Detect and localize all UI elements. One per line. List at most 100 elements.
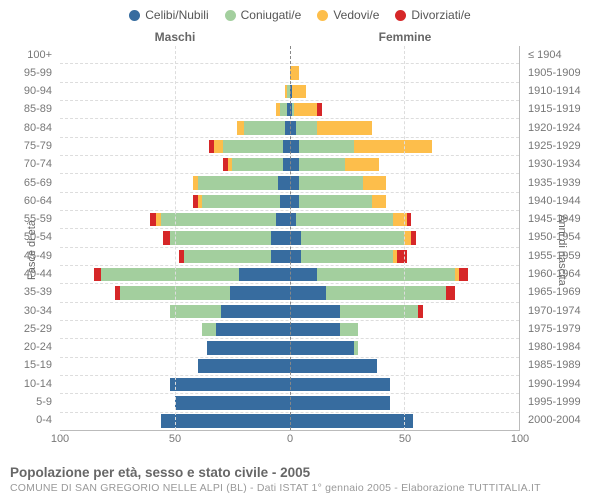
segment-c <box>283 158 290 172</box>
segment-co <box>317 268 455 282</box>
segment-c <box>230 286 290 300</box>
segment-co <box>326 286 445 300</box>
segment-c <box>290 176 299 190</box>
segment-v <box>354 140 432 154</box>
segment-c <box>290 286 327 300</box>
age-label: 55-59 <box>0 211 56 229</box>
x-tick-label: 50 <box>399 433 411 445</box>
segment-co <box>340 323 358 337</box>
segment-c <box>283 140 290 154</box>
segment-co <box>244 121 285 135</box>
segment-co <box>184 250 271 264</box>
segment-co <box>296 213 392 227</box>
legend-label: Divorziati/e <box>411 8 470 22</box>
segment-co <box>301 250 393 264</box>
segment-c <box>290 231 301 245</box>
segment-c <box>290 396 391 410</box>
birth-year-label: 1995-1999 <box>524 393 600 411</box>
birth-year-label: 1915-1919 <box>524 101 600 119</box>
segment-co <box>280 103 287 117</box>
legend-swatch <box>129 10 140 21</box>
x-axis: 10050050100 <box>60 430 520 448</box>
birth-year-label: 1925-1929 <box>524 137 600 155</box>
label-male: Maschi <box>60 30 290 44</box>
segment-co <box>299 158 345 172</box>
segment-d <box>446 286 455 300</box>
birth-year-label: 1935-1939 <box>524 174 600 192</box>
segment-c <box>170 378 289 392</box>
segment-v <box>404 231 411 245</box>
x-tick-label: 50 <box>169 433 181 445</box>
age-label: 85-89 <box>0 101 56 119</box>
segment-c <box>290 414 414 428</box>
birth-year-label: 1955-1959 <box>524 247 600 265</box>
age-label: 10-14 <box>0 375 56 393</box>
chart-subtitle: COMUNE DI SAN GREGORIO NELLE ALPI (BL) -… <box>10 482 590 494</box>
segment-v <box>214 140 223 154</box>
segment-c <box>290 158 299 172</box>
segment-v <box>345 158 379 172</box>
segment-co <box>170 231 271 245</box>
segment-c <box>207 341 290 355</box>
segment-co <box>202 195 280 209</box>
legend-item: Vedovi/e <box>317 8 379 22</box>
legend-item: Celibi/Nubili <box>129 8 208 22</box>
legend-item: Coniugati/e <box>225 8 302 22</box>
segment-d <box>317 103 322 117</box>
segment-c <box>290 195 299 209</box>
segment-c <box>290 213 297 227</box>
age-label: 40-44 <box>0 265 56 283</box>
legend-swatch <box>225 10 236 21</box>
segment-c <box>239 268 289 282</box>
segment-c <box>276 213 290 227</box>
age-label: 15-19 <box>0 357 56 375</box>
age-label: 35-39 <box>0 284 56 302</box>
age-label: 25-29 <box>0 320 56 338</box>
segment-v <box>372 195 386 209</box>
segment-v <box>294 103 317 117</box>
segment-c <box>290 323 340 337</box>
y-axis-left: 100+95-9990-9485-8980-8475-7970-7465-696… <box>0 46 56 430</box>
segment-co <box>198 176 278 190</box>
segment-d <box>459 268 468 282</box>
birth-year-label: 1965-1969 <box>524 284 600 302</box>
birth-year-label: 1970-1974 <box>524 302 600 320</box>
segment-c <box>271 231 289 245</box>
plot-area <box>60 46 520 430</box>
legend: Celibi/Nubili Coniugati/e Vedovi/e Divorzia… <box>10 8 590 22</box>
segment-c <box>161 414 290 428</box>
segment-co <box>296 121 317 135</box>
birth-year-label: 1975-1979 <box>524 320 600 338</box>
segment-co <box>202 323 216 337</box>
segment-co <box>161 213 276 227</box>
segment-c <box>290 121 297 135</box>
birth-year-label: 1945-1949 <box>524 211 600 229</box>
segment-c <box>280 195 289 209</box>
segment-c <box>290 378 391 392</box>
age-label: 50-54 <box>0 229 56 247</box>
segment-d <box>150 213 157 227</box>
segment-v <box>317 121 372 135</box>
segment-v <box>292 85 306 99</box>
center-divider <box>290 46 291 430</box>
age-label: 70-74 <box>0 156 56 174</box>
chart-footer: Popolazione per età, sesso e stato civil… <box>10 465 590 494</box>
segment-d <box>407 213 412 227</box>
age-label: 30-34 <box>0 302 56 320</box>
segment-v <box>237 121 244 135</box>
age-label: 60-64 <box>0 192 56 210</box>
segment-d <box>163 231 170 245</box>
legend-label: Coniugati/e <box>241 8 302 22</box>
segment-d <box>94 268 101 282</box>
segment-c <box>221 305 290 319</box>
x-gridline <box>175 46 176 430</box>
age-label: 100+ <box>0 46 56 64</box>
segment-co <box>232 158 282 172</box>
segment-co <box>223 140 283 154</box>
segment-v <box>363 176 386 190</box>
segment-co <box>299 140 354 154</box>
age-label: 90-94 <box>0 83 56 101</box>
birth-year-label: 1905-1909 <box>524 64 600 82</box>
x-tick-label: 100 <box>51 433 69 445</box>
birth-year-label: 1910-1914 <box>524 83 600 101</box>
